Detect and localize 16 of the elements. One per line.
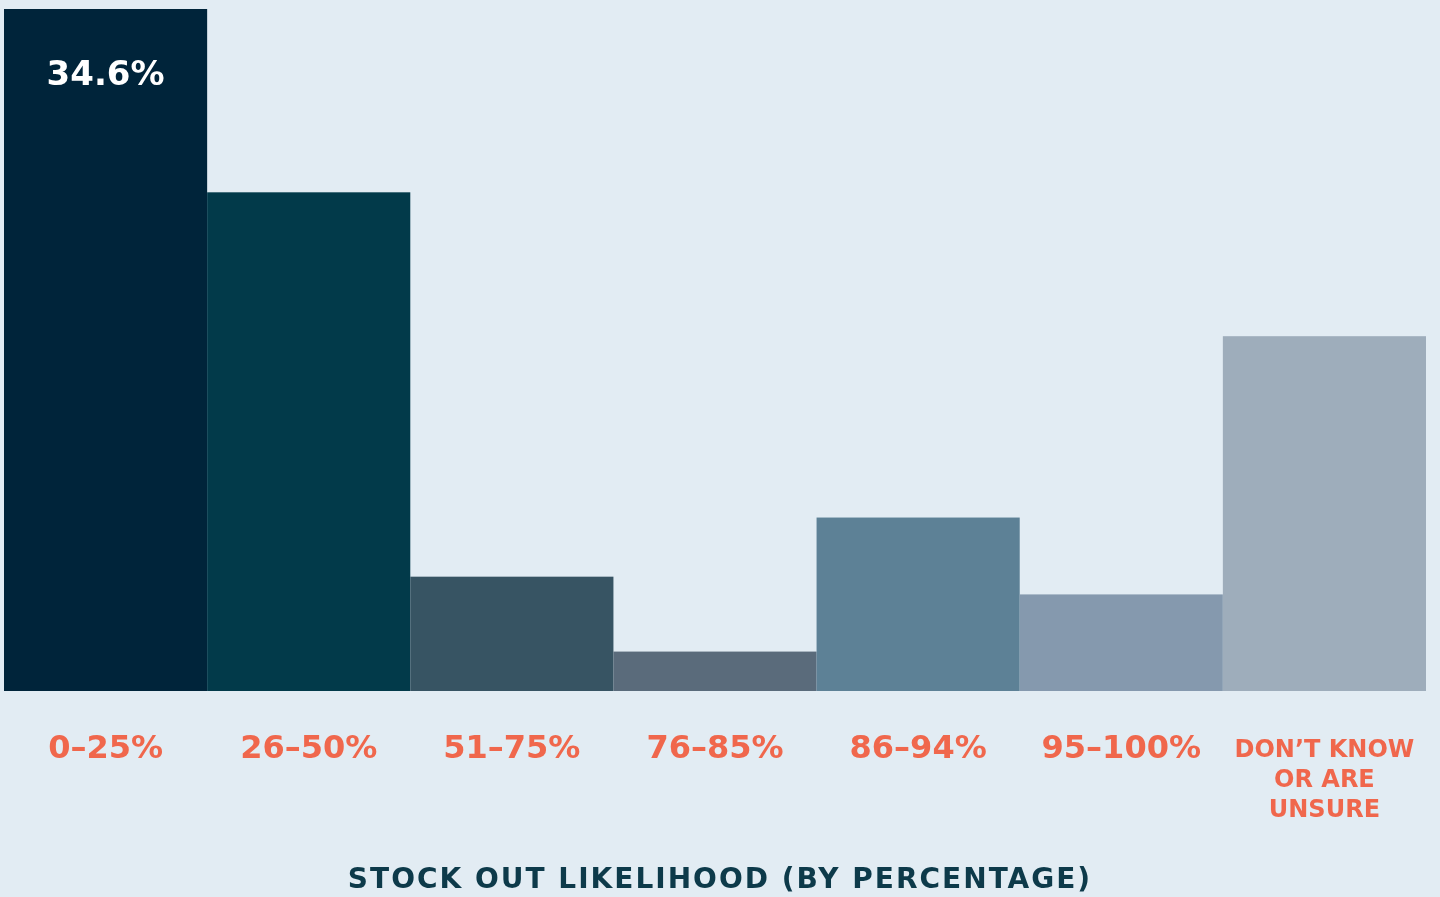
x-tick-label: 86–94% xyxy=(849,728,987,766)
x-tick-label: 95–100% xyxy=(1041,728,1201,766)
bar xyxy=(816,517,1020,691)
x-tick-label: 26–50% xyxy=(240,728,378,766)
bar xyxy=(1222,336,1426,691)
x-tick-label: DON’T KNOW OR ARE UNSURE xyxy=(1234,735,1415,823)
x-tick-label: 51–75% xyxy=(443,728,581,766)
x-tick-label: 76–85% xyxy=(646,728,784,766)
data-label: 34.6% xyxy=(46,53,165,93)
bar xyxy=(207,192,411,691)
bar xyxy=(4,9,208,691)
bar xyxy=(410,576,614,691)
bar xyxy=(1019,594,1223,691)
x-tick-label: 0–25% xyxy=(48,728,163,766)
bar xyxy=(613,651,817,691)
x-axis-title: STOCK OUT LIKELIHOOD (BY PERCENTAGE) xyxy=(347,862,1093,895)
